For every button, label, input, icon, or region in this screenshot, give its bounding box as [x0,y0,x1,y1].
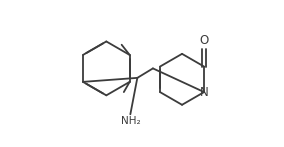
Text: O: O [199,34,209,47]
Text: NH₂: NH₂ [120,116,140,126]
Text: N: N [200,86,208,99]
